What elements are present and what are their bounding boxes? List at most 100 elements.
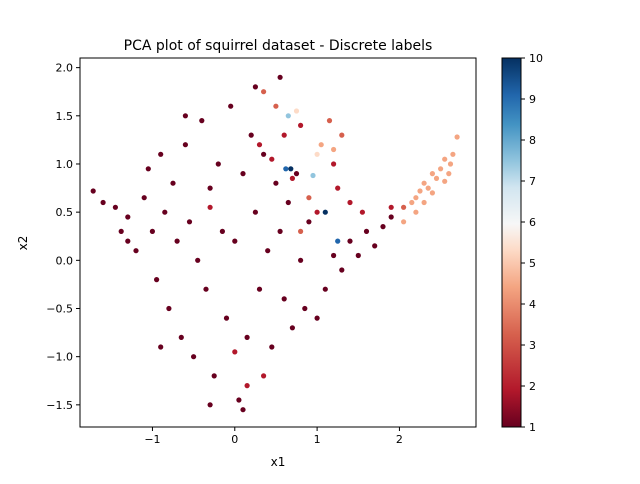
scatter-point-label-1: [388, 214, 394, 220]
scatter-point-label-4: [442, 178, 448, 184]
scatter-point-label-1: [285, 199, 291, 206]
y-tick-label: −1.0: [46, 351, 73, 364]
scatter-point-label-1: [232, 238, 238, 244]
scatter-point-label-1: [248, 132, 254, 138]
scatter-point-label-1: [339, 267, 345, 273]
scatter-point-label-1: [331, 252, 337, 259]
x-tick-label: 1: [314, 433, 321, 446]
plot-frame: [79, 57, 477, 428]
scatter-point-label-1: [178, 334, 184, 340]
scatter-point-label-1: [252, 209, 258, 215]
y-tick-label: 0.5: [56, 206, 74, 219]
scatter-point-label-4: [447, 161, 454, 167]
scatter-point-label-7: [285, 113, 291, 119]
scatter-point-label-3: [339, 132, 345, 138]
scatter-point-label-1: [347, 238, 353, 244]
colorbar-tick-label: 10: [529, 52, 543, 65]
scatter-point-label-4: [331, 146, 337, 153]
colorbar-tick-label: 3: [529, 339, 536, 352]
scatter-point-label-1: [244, 334, 250, 340]
scatter-point-label-1: [277, 74, 283, 80]
colorbar-tick-label: 5: [529, 257, 536, 270]
scatter-point-label-3: [273, 103, 279, 109]
scatter-point-label-2: [331, 161, 337, 167]
scatter-point-label-1: [256, 286, 263, 292]
colorbar-tick-label: 6: [529, 216, 536, 229]
scatter-point-label-2: [289, 175, 295, 181]
x-tick-label: 0: [231, 433, 238, 446]
scatter-point-label-1: [281, 296, 287, 302]
scatter-point-label-1: [145, 166, 151, 172]
scatter-point-label-1: [125, 214, 131, 220]
scatter-point-label-1: [322, 286, 328, 292]
scatter-point-label-4: [318, 142, 324, 148]
scatter-point-label-3: [298, 228, 304, 234]
scatter-point-label-1: [199, 118, 205, 124]
scatter-point-label-4: [421, 199, 427, 206]
scatter-point-label-4: [438, 166, 444, 172]
scatter-point-label-1: [154, 277, 160, 283]
scatter-point-label-1: [125, 238, 131, 244]
scatter-point-label-1: [186, 219, 193, 225]
scatter-point-label-1: [182, 142, 188, 148]
scatter-point-label-2: [256, 142, 263, 148]
scatter-point-label-1: [215, 161, 221, 167]
scatter-point-label-2: [207, 204, 213, 210]
scatter-point-label-1: [174, 238, 180, 244]
scatter-point-label-1: [191, 354, 197, 360]
scatter-point-label-1: [90, 188, 96, 194]
colorbar-tick-label: 9: [529, 93, 536, 106]
scatter-point-label-9: [283, 166, 289, 172]
colorbar: [501, 57, 522, 428]
scatter-point-label-1: [133, 248, 139, 254]
scatter-point-label-1: [372, 243, 378, 249]
colorbar-tick-label: 4: [529, 298, 536, 311]
scatter-point-label-4: [450, 151, 456, 157]
y-tick-label: −0.5: [46, 302, 73, 315]
scatter-point-label-2: [359, 209, 365, 215]
scatter-point-label-1: [302, 305, 308, 312]
scatter-point-label-4: [421, 180, 427, 186]
chart-title: PCA plot of squirrel dataset - Discrete …: [124, 38, 433, 54]
scatter-point-label-1: [170, 180, 176, 186]
scatter-point-label-1: [141, 195, 147, 201]
scatter-point-label-1: [162, 209, 168, 215]
scatter-point-label-4: [429, 190, 435, 196]
scatter-point-label-1: [100, 199, 106, 206]
scatter-point-label-1: [252, 84, 258, 90]
y-tick-label: 1.0: [56, 158, 74, 171]
scatter-point-label-1: [158, 344, 164, 350]
scatter-point-label-1: [211, 373, 217, 379]
scatter-point-label-2: [269, 156, 275, 162]
scatter-point-label-1: [293, 171, 300, 177]
scatter-point-label-3: [401, 204, 407, 210]
scatter-point-label-5: [293, 108, 300, 114]
x-tick-label: 2: [396, 433, 403, 446]
scatter-point-label-4: [401, 219, 407, 225]
scatter-point-label-1: [314, 315, 320, 321]
scatter-point-label-1: [355, 252, 361, 259]
colorbar-tick-label: 8: [529, 134, 536, 147]
y-tick-label: 1.5: [56, 110, 74, 123]
scatter-point-label-1: [223, 315, 230, 321]
scatter-point-label-4: [442, 156, 448, 162]
scatter-point-label-3: [261, 89, 267, 95]
scatter-point-label-1: [236, 397, 242, 403]
scatter-point-label-1: [166, 305, 172, 312]
scatter-point-label-1: [289, 325, 295, 331]
scatter-point-label-1: [306, 219, 312, 225]
scatter-point-label-2: [335, 185, 341, 191]
scatter-point-label-5: [314, 151, 320, 157]
scatter-point-label-7: [310, 172, 316, 179]
scatter-point-label-4: [433, 175, 440, 181]
scatter-point-label-1: [277, 228, 283, 234]
scatter-point-label-1: [228, 103, 234, 109]
scatter-point-label-2: [347, 199, 353, 206]
scatter-point-label-1: [273, 180, 279, 186]
scatter-point-label-2: [281, 132, 287, 138]
y-tick-label: 0.0: [56, 254, 74, 267]
x-tick-label: −1: [144, 433, 160, 446]
scatter-point-label-4: [454, 134, 460, 140]
